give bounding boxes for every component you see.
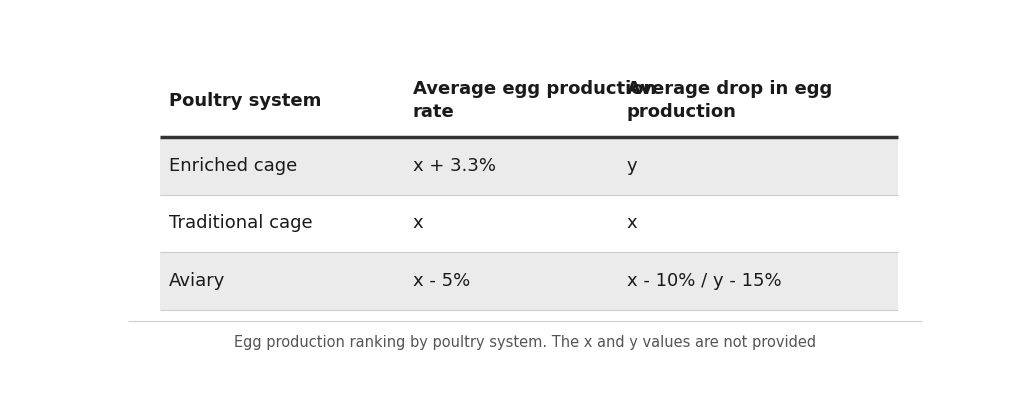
Bar: [160, 252, 898, 310]
Bar: [160, 137, 898, 195]
Text: x - 10% / y - 15%: x - 10% / y - 15%: [627, 272, 781, 290]
Bar: [160, 195, 898, 252]
Text: Enriched cage: Enriched cage: [169, 157, 298, 175]
Text: Aviary: Aviary: [169, 272, 225, 290]
Text: Traditional cage: Traditional cage: [169, 215, 313, 232]
Text: Egg production ranking by poultry system. The x and y values are not provided: Egg production ranking by poultry system…: [233, 335, 816, 350]
Text: x: x: [413, 215, 424, 232]
Text: x + 3.3%: x + 3.3%: [413, 157, 496, 175]
Text: x: x: [627, 215, 638, 232]
Text: Average egg production
rate: Average egg production rate: [413, 80, 656, 121]
Text: Average drop in egg
production: Average drop in egg production: [627, 80, 833, 121]
Text: x - 5%: x - 5%: [413, 272, 470, 290]
Text: Poultry system: Poultry system: [169, 92, 322, 109]
Text: y: y: [627, 157, 638, 175]
